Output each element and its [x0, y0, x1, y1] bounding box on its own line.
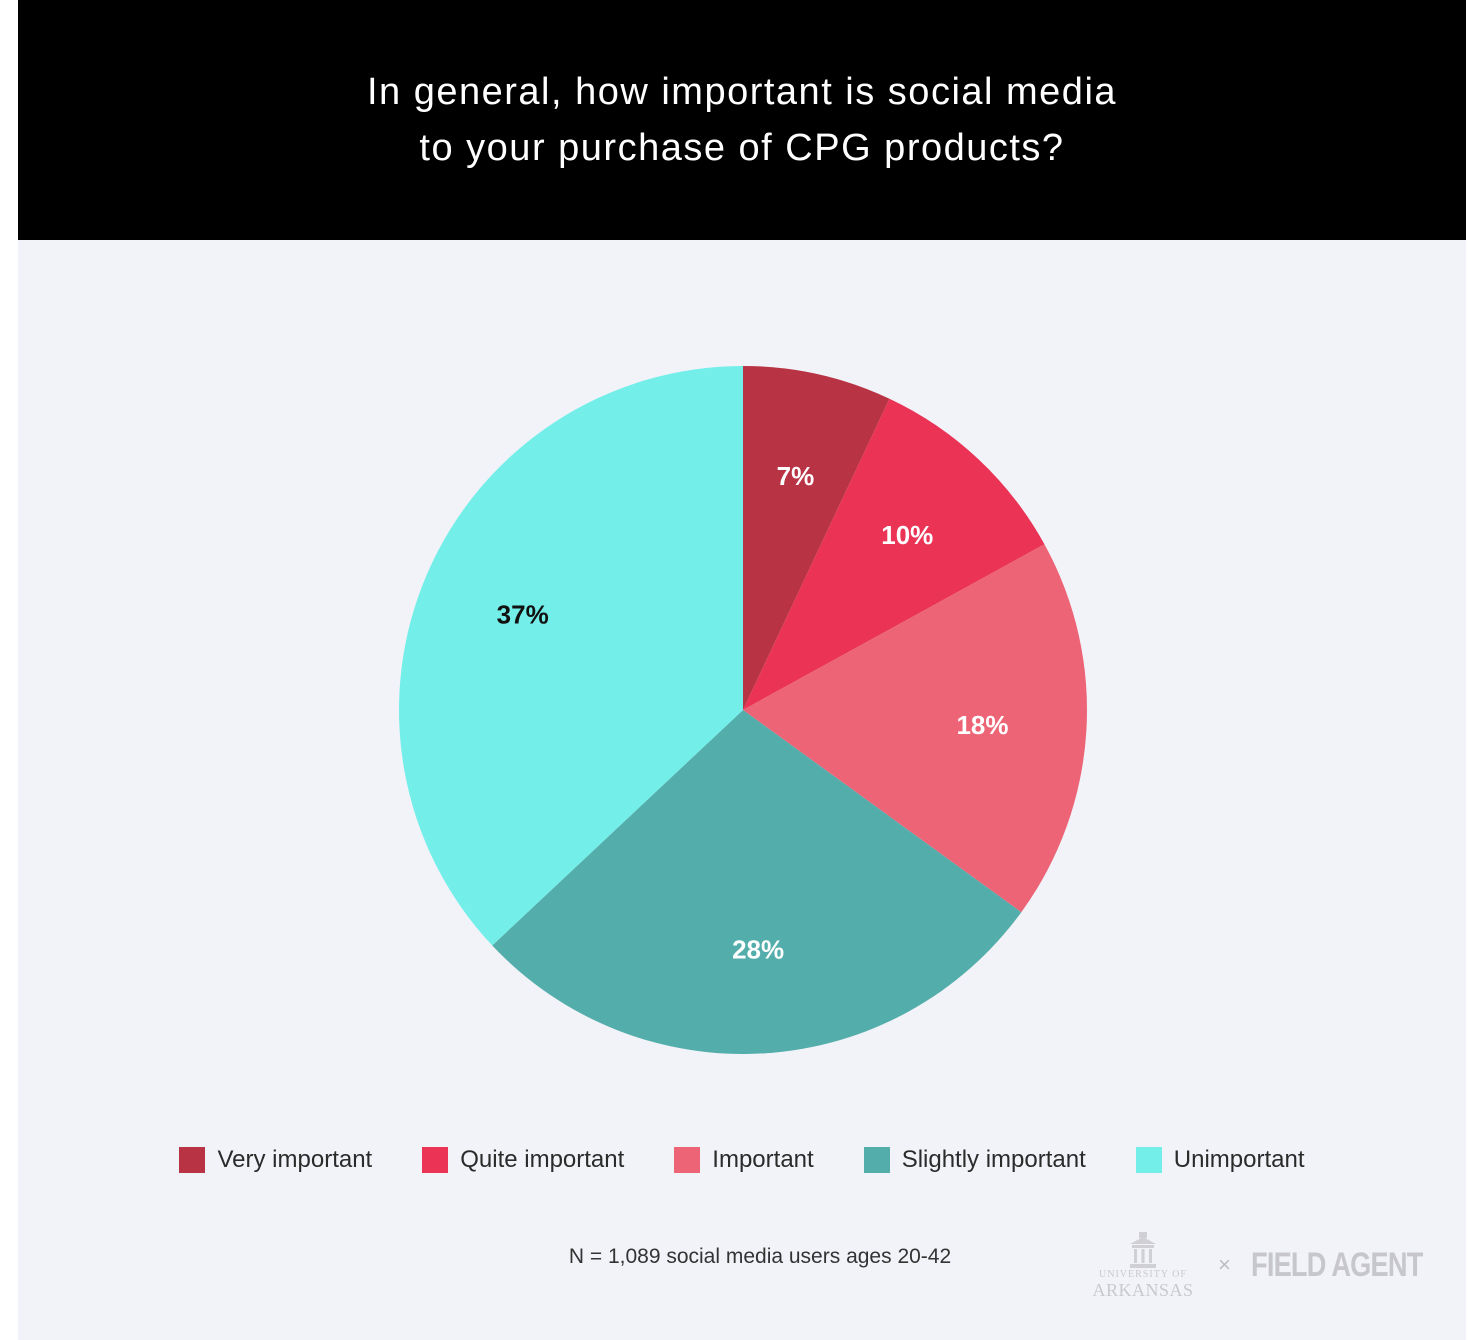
university-logo-sub: UNIVERSITY OF	[1099, 1269, 1187, 1280]
legend-swatch	[674, 1147, 701, 1173]
chart-header: In general, how important is social medi…	[18, 0, 1466, 240]
pie-slice-very-important	[743, 366, 890, 710]
legend-label: Important	[712, 1146, 814, 1173]
chart-legend: Very important Quite important Important Sl…	[18, 1140, 1466, 1180]
pie-slice-important	[743, 544, 1087, 913]
legend-label: Slightly important	[901, 1146, 1086, 1173]
university-of-arkansas-logo: UNIVERSITY OF ARKANSAS	[1088, 1230, 1198, 1300]
pie-label-unimportant: 37%	[497, 600, 549, 630]
chart-title-line-2: to your purchase of CPG products?	[419, 127, 1065, 169]
legend-swatch	[863, 1147, 890, 1173]
legend-swatch	[1135, 1147, 1162, 1173]
pie-label-quite-important: 10%	[881, 520, 933, 550]
sample-size-note: N = 1,089 social media users ages 20-42	[568, 1245, 952, 1268]
logo-separator: ×	[1218, 1252, 1231, 1277]
legend-item-very-important: Very important	[179, 1146, 372, 1174]
pie-slices	[398, 366, 1087, 1055]
chart-title-line-1: In general, how important is social medi…	[366, 71, 1118, 113]
pie-label-very-important: 7%	[777, 461, 815, 491]
pie-slice-slightly-important	[492, 710, 1022, 1055]
pie-label-important: 18%	[956, 710, 1008, 740]
legend-item-slightly-important: Slightly important	[863, 1146, 1086, 1174]
chart-card: In general, how important is social medi…	[18, 0, 1466, 1340]
pie-chart: 7% 10% 18% 28% 37%	[398, 366, 1087, 1055]
legend-swatch	[422, 1147, 449, 1173]
legend-item-quite-important: Quite important	[422, 1146, 624, 1174]
legend-item-unimportant: Unimportant	[1135, 1146, 1305, 1174]
legend-label: Unimportant	[1173, 1146, 1305, 1173]
pie-slice-unimportant	[398, 366, 743, 946]
university-building-icon	[1130, 1232, 1156, 1268]
legend-label: Very important	[217, 1146, 373, 1173]
legend-item-important: Important	[674, 1146, 814, 1174]
university-logo-main: ARKANSAS	[1092, 1280, 1194, 1300]
pie-slice-quite-important	[743, 398, 1045, 710]
legend-label: Quite important	[460, 1146, 625, 1173]
pie-label-slightly-important: 28%	[732, 935, 784, 965]
field-agent-logo: FIELD AGENT	[1250, 1245, 1423, 1284]
legend-swatch	[179, 1147, 206, 1173]
partner-logos: UNIVERSITY OF ARKANSAS × FIELD AGENT	[1088, 1215, 1465, 1315]
pie-labels: 7% 10% 18% 28% 37%	[497, 461, 1009, 965]
